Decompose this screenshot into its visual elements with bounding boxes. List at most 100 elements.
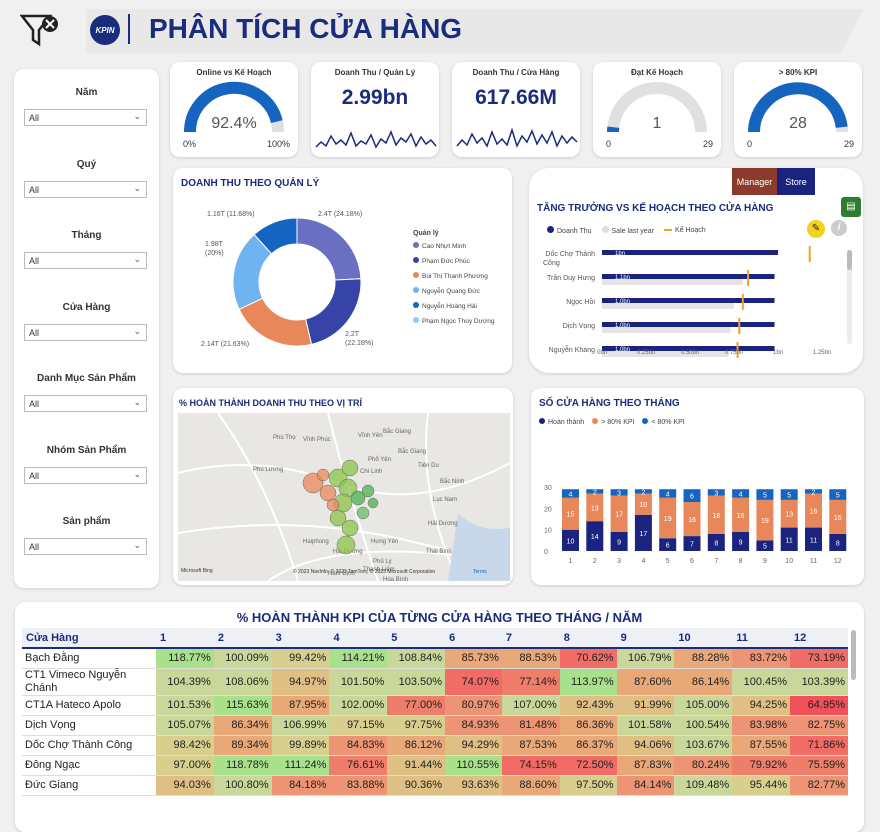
store-bubble[interactable] [316,468,330,482]
stacked-segment[interactable] [829,533,847,551]
stacked-segment[interactable] [732,489,750,498]
column-header-month[interactable]: 4 [329,628,388,649]
stacked-segment[interactable] [780,527,798,551]
stacked-segment[interactable] [562,489,579,498]
location-map[interactable]: Phú Thọ Vĩnh Phúc Vĩnh Yên Phổ Yên Bắc Giang… [178,413,510,581]
store-bubble[interactable] [319,484,337,502]
stacked-segment[interactable] [707,533,725,551]
store-toggle[interactable]: Store [777,168,815,195]
table-row[interactable]: Bạch Đằng 118.77% 100.09% 99.42% 114.21% 108.… [22,648,848,669]
scroll-thumb[interactable] [847,250,852,270]
stacked-segment[interactable] [707,489,725,496]
stacked-segment[interactable] [634,514,652,551]
stacked-segment[interactable] [634,493,652,515]
table-row[interactable]: Đông Ngạc 97.00% 118.78% 111.24% 76.61% 91.44… [22,755,848,776]
stacked-segment[interactable] [756,489,774,500]
stacked-segment[interactable] [562,529,579,551]
last-year-bar[interactable] [602,303,734,309]
stacked-segment[interactable] [659,489,677,498]
stacked-segment[interactable] [683,489,701,503]
column-header-month[interactable]: 8 [559,628,617,649]
stacked-segment[interactable] [756,540,774,551]
store-bubble[interactable] [361,484,375,498]
legend-item[interactable]: Nguyễn Hoàng Hải [413,302,494,317]
stacked-segment[interactable] [732,497,750,532]
clear-filter-icon[interactable] [20,12,60,48]
donut-slice[interactable] [296,217,362,281]
stacked-segment[interactable] [586,521,604,551]
edit-icon[interactable]: ✎ [807,220,825,238]
store-bubble[interactable] [336,535,356,555]
column-header-month[interactable]: 5 [387,628,446,649]
table-scrollbar[interactable] [851,630,856,680]
stacked-segment[interactable] [732,531,750,551]
column-header-month[interactable]: 10 [674,628,733,649]
column-header-store[interactable]: Cửa Hàng [22,628,156,649]
column-header-month[interactable]: 6 [445,628,502,649]
slicer-dropdown[interactable]: All ⌄ [24,466,147,484]
table-row[interactable]: CT1A Hateco Apolo 101.53% 115.63% 87.95% 102… [22,695,848,716]
column-header-month[interactable]: 1 [156,628,214,649]
revenue-bar[interactable] [602,250,778,255]
stacked-segment[interactable] [683,536,701,551]
stacked-segment[interactable] [805,527,822,551]
stacked-segment[interactable] [829,499,847,534]
table-row[interactable]: Dốc Chợ Thành Công 98.42% 89.34% 99.89% 84.8… [22,735,848,756]
legend-item[interactable]: Cao Nhựt Minh [413,242,494,257]
legend-item[interactable]: Nguyễn Quang Đức [413,287,494,302]
last-year-bar[interactable] [602,351,729,357]
slicer-dropdown[interactable]: All ⌄ [24,109,147,126]
store-bubble[interactable] [367,497,379,509]
stacked-segment[interactable] [707,495,725,534]
store-bubble[interactable] [356,506,370,520]
legend-item[interactable]: Phạm Ngọc Thùy Dương [413,317,494,332]
growth-scrollbar[interactable] [847,250,852,344]
stacked-segment[interactable] [586,489,604,494]
map-terms[interactable]: Terms [473,569,487,575]
stacked-segment[interactable] [780,499,798,528]
store-bubble[interactable] [326,498,340,512]
slicer-dropdown[interactable]: All ⌄ [24,395,147,412]
last-year-bar[interactable] [602,327,731,333]
revenue-bar[interactable] [602,274,775,279]
table-view-icon[interactable]: ▤ [841,197,861,217]
table-row[interactable]: Dịch Vọng 105.07% 86.34% 106.99% 97.15% 97.75… [22,715,848,736]
column-header-month[interactable]: 7 [501,628,560,649]
slicer-dropdown[interactable]: All ⌄ [24,180,147,198]
stacked-segment[interactable] [805,493,822,528]
stacked-segment[interactable] [780,489,798,500]
stacked-segment[interactable] [586,493,604,522]
stacked-segment[interactable] [659,497,677,539]
column-header-month[interactable]: 3 [271,628,330,649]
column-header-month[interactable]: 2 [213,628,272,649]
donut-slice[interactable] [238,297,313,347]
stacked-segment[interactable] [805,489,822,494]
store-bubble[interactable] [329,509,347,527]
info-icon[interactable]: i [831,220,847,236]
stacked-segment[interactable] [610,531,628,551]
column-header-month[interactable]: 11 [732,628,791,649]
stacked-segment[interactable] [634,489,652,494]
last-year-bar[interactable] [602,279,743,285]
revenue-bar[interactable] [602,298,775,303]
table-row[interactable]: CT1 Vimeco Nguyễn Chánh 104.39% 108.06% 94.… [22,668,848,696]
revenue-bar[interactable] [602,346,775,351]
table-row[interactable]: Đức Giang 94.03% 100.80% 84.18% 83.88% 90.36%… [22,775,848,796]
legend-item[interactable]: Phạm Đức Phúc [413,257,494,272]
store-bubble[interactable] [350,490,366,506]
stacked-segment[interactable] [610,489,628,496]
slicer-dropdown[interactable]: All ⌄ [24,252,147,269]
stacked-segment[interactable] [610,495,628,532]
stacked-segment[interactable] [829,489,847,500]
column-header-month[interactable]: 9 [616,628,675,649]
stacked-segment[interactable] [562,497,579,530]
revenue-bar[interactable] [602,322,775,327]
store-bubble[interactable] [341,459,359,477]
column-header-month[interactable]: 12 [790,628,848,649]
stacked-segment[interactable] [683,502,701,537]
slicer-dropdown[interactable]: All ⌄ [24,323,147,341]
stacked-segment[interactable] [659,538,677,551]
slicer-dropdown[interactable]: All ⌄ [24,538,147,555]
stacked-segment[interactable] [756,499,774,541]
manager-toggle[interactable]: Manager [732,168,777,195]
